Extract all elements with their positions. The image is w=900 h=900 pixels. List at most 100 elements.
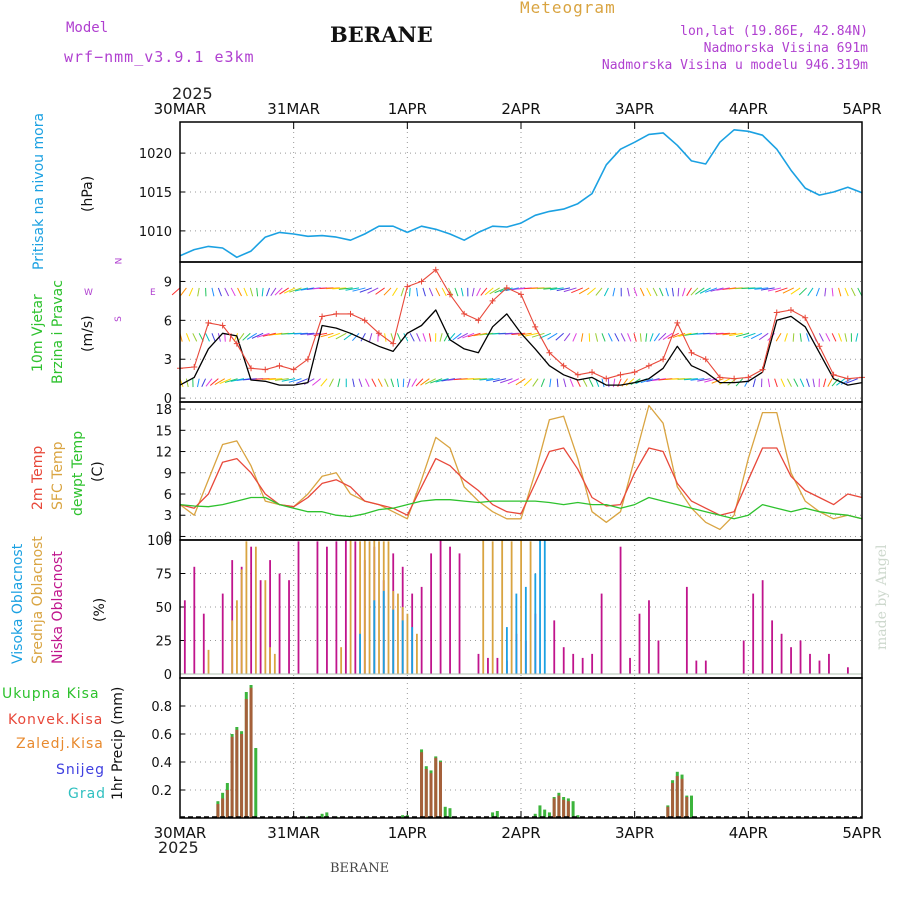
x-tick-label-top: 4APR [729,100,768,118]
precip-conv-bar [566,801,570,818]
gust-marker [716,374,723,381]
wind-barb [396,333,402,342]
cloud-bar-visoka [515,593,518,674]
x-tick-label-top: 1APR [388,100,427,118]
cloud-bar-niska [657,640,660,674]
wind-barb [827,378,833,387]
gust-marker [589,369,596,376]
wind-barb [197,287,200,297]
wind-barb [782,287,795,294]
cloud-bar-srednja [349,540,352,674]
wind-barb [549,287,564,291]
dewpt-line [179,496,863,520]
wind-barb [243,287,248,297]
wind-barb [659,287,664,297]
gust-marker [617,371,624,378]
wind-barb [335,332,347,340]
x-tick-label-bottom: 2APR [501,824,540,842]
cloud-bar-niska [269,560,271,674]
y-tick-label: 50 [155,601,172,616]
model-elevation-text: Nadmorska Visina u modelu 946.319m [601,58,868,73]
wind-barb [494,287,507,294]
y-tick-label: 1010 [139,225,172,240]
wind-barb [736,332,750,338]
wind-barb [524,332,539,337]
gust-marker [319,313,326,320]
wind-barb [428,287,434,297]
wind-barb [595,287,603,296]
cloud-bar-visoka [359,633,361,674]
wind-barb [270,287,277,297]
wind-barb [607,378,610,388]
panel-frame [179,677,863,819]
wind-barb [171,287,181,296]
precip-total-bar [533,813,537,818]
wind-barb [790,287,801,295]
wind-barb [457,332,468,340]
wind-barb [211,287,215,297]
wind-barb [407,378,411,388]
wind-barb [205,333,210,342]
wind-barb [743,332,756,339]
wind-barb [699,287,711,294]
y-tick-label: 0 [164,668,172,683]
elevation-text: Nadmorska Visina 691m [703,41,868,56]
wind-barb [306,332,321,336]
wind-barb [422,287,426,297]
wind-barb [645,333,648,342]
x-tick-label-bottom: 5APR [842,824,881,842]
wind-barb [845,378,858,384]
wind-barb [337,378,341,388]
wind-barb [612,287,616,297]
wind-barb [627,287,630,297]
precip-conv-bar [244,699,248,818]
wind-barb [710,287,724,292]
wind-barb [476,287,481,297]
gust-marker [333,310,340,317]
gust-marker [759,366,766,373]
wind-barb [523,378,533,387]
wind-barb [775,333,782,342]
wind-barb [578,287,590,295]
wind-barb [690,287,699,296]
wind-barb [371,378,377,387]
y-tick-label: 0 [164,530,172,545]
cloud-bar-srednja [240,569,243,674]
cloud-bar-srednja [269,647,271,674]
wind-barb [180,287,187,296]
wind-barb [435,378,449,383]
cloud-bar-visoka [411,627,414,674]
gust-marker [603,375,610,382]
gust-marker [347,310,354,317]
wind-barb [715,332,730,335]
y-tick-label: 100 [147,534,172,549]
precip-total-bar [543,809,547,818]
cloud-bar-niska [288,580,290,674]
cloud-bar-niska [742,640,745,674]
wind-barb [563,378,567,388]
wind-barb [614,333,620,342]
cloud-bar-srednja [231,620,234,674]
wind-barb [435,287,441,297]
wind-barb [420,378,430,386]
wind-barb [671,287,674,297]
wind-barb [653,333,660,342]
x-tick-label-bottom: 31MAR [267,824,320,842]
wind-barb [838,333,842,342]
gust-marker [418,278,425,285]
wind-barb [646,287,652,297]
wind-barb [294,287,308,292]
wind-barb [665,287,669,297]
wind-barb [486,378,500,382]
cloud-bar-srednja [273,653,276,674]
wind-barb [396,378,400,388]
cloud-bar-srednja [378,541,380,674]
wind-barb [563,287,577,293]
precip-conv-bar [666,806,670,818]
y-tick-label: 6 [164,488,172,503]
precip-conv-bar [552,798,556,818]
cloud-bar-niska [572,653,575,674]
wind-barb [338,287,353,290]
wind-barb [288,378,302,383]
